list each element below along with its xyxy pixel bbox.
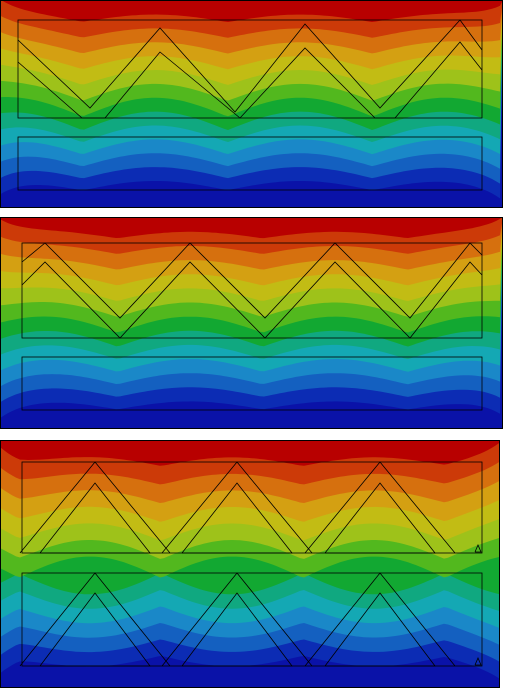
contour-panel — [0, 440, 500, 688]
triangle — [304, 461, 456, 554]
outline-rect — [21, 242, 483, 339]
band — [2, 1, 502, 22]
contour-panel — [0, 217, 503, 429]
zigzag — [17, 19, 483, 113]
triangle — [181, 592, 293, 667]
triangle — [161, 461, 313, 554]
band — [1, 441, 499, 466]
bands — [1, 218, 502, 428]
triangle — [181, 482, 293, 554]
band — [1, 218, 502, 239]
triangle — [19, 572, 171, 667]
zigzag — [21, 261, 483, 339]
bands — [1, 1, 502, 207]
triangle — [304, 572, 456, 667]
marker — [474, 543, 482, 553]
panel-border — [0, 440, 500, 688]
triangle — [324, 482, 436, 554]
marker — [474, 656, 482, 666]
triangle — [161, 572, 313, 667]
triangle — [39, 482, 151, 554]
triangle — [19, 461, 171, 554]
zigzag — [17, 41, 483, 119]
triangle — [39, 592, 151, 667]
contour-panel — [0, 0, 503, 208]
outline-rect — [17, 19, 483, 119]
triangle — [324, 592, 436, 667]
outline-rect — [21, 356, 483, 411]
panel-border — [0, 217, 503, 429]
panel-border — [0, 0, 503, 208]
outline-rect — [17, 136, 483, 191]
zigzag — [21, 242, 483, 319]
bands — [1, 441, 499, 687]
